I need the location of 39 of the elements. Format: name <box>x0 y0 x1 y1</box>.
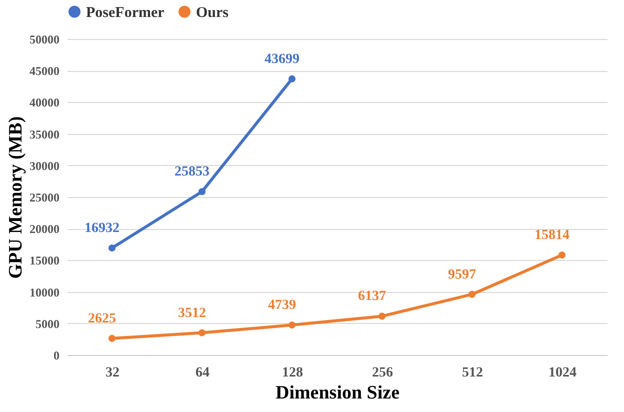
point <box>468 290 476 298</box>
y-tick-label: 10000 <box>30 285 60 300</box>
x-tick-label: 32 <box>106 366 120 380</box>
data-label: 3512 <box>178 306 206 321</box>
y-tick-label: 5000 <box>36 316 60 331</box>
data-label: 15814 <box>534 228 570 244</box>
point <box>198 329 206 336</box>
y-tick-label: 20000 <box>30 222 60 236</box>
data-label: 43699 <box>264 52 300 67</box>
x-tick-label: 1024 <box>548 366 576 380</box>
y-tick-label: 45000 <box>30 64 60 78</box>
data-label: 25853 <box>174 164 210 180</box>
x-tick-label: 512 <box>462 366 483 380</box>
x-tick-label: 256 <box>372 366 393 380</box>
point <box>558 252 566 259</box>
x-axis-title: Dimension Size <box>275 382 400 404</box>
y-tick-label: 0 <box>54 348 60 362</box>
point <box>288 322 296 329</box>
y-tick-label: 30000 <box>30 158 60 173</box>
x-tick-label: 64 <box>196 366 210 380</box>
y-tick-label: 15000 <box>30 254 60 268</box>
point <box>108 334 116 342</box>
data-label: 9597 <box>448 267 476 282</box>
x-tick-label: 128 <box>282 366 303 380</box>
point <box>198 188 206 196</box>
point <box>108 244 116 252</box>
point <box>288 75 296 82</box>
data-label: 4739 <box>268 298 296 314</box>
y-tick-label: 35000 <box>30 127 60 142</box>
y-tick-label: 50000 <box>30 32 60 46</box>
data-label: 2625 <box>88 311 116 326</box>
point <box>378 312 386 320</box>
legend-label: PoseFormer <box>86 4 165 21</box>
y-tick-label: 40000 <box>30 96 60 110</box>
y-axis-title: GPU Memory (MB) <box>6 116 26 279</box>
legend-label: Ours <box>196 4 229 21</box>
y-tick-label: 25000 <box>30 190 60 204</box>
data-label: 16932 <box>84 220 120 236</box>
data-label: 6137 <box>358 289 386 304</box>
